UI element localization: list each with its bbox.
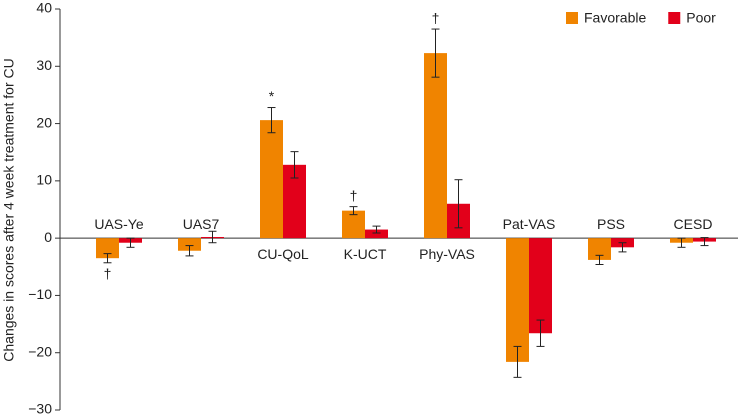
y-axis-label: Changes in scores after 4 week treatment…: [1, 58, 17, 361]
bar: [342, 210, 365, 239]
y-tick-label: 20: [36, 114, 52, 130]
bar: [424, 53, 447, 239]
bar: [260, 120, 283, 239]
x-tick-label: K-UCT: [344, 246, 387, 262]
x-tick-label: UAS7: [183, 216, 220, 232]
legend-label: Poor: [686, 10, 716, 26]
x-tick-label: UAS-Ye: [94, 216, 144, 232]
annotation: †: [432, 10, 440, 26]
x-tick-label: PSS: [597, 216, 625, 232]
y-tick-label: 40: [36, 0, 52, 16]
bar: [506, 238, 529, 362]
legend-label: Favorable: [584, 10, 646, 26]
legend-swatch: [668, 12, 681, 24]
x-tick-label: CESD: [674, 216, 713, 232]
y-tick-label: 0: [44, 229, 52, 245]
y-tick-label: −20: [28, 343, 52, 359]
bar: [283, 164, 306, 239]
bar: [365, 229, 388, 239]
annotation: †: [104, 265, 112, 281]
bar: [96, 238, 119, 259]
y-tick-label: 30: [36, 57, 52, 73]
bar: [529, 238, 552, 334]
x-tick-label: Pat-VAS: [503, 216, 556, 232]
annotation: †: [350, 187, 358, 203]
y-tick-label: −30: [28, 401, 52, 417]
legend-swatch: [566, 12, 578, 24]
bar: [588, 238, 611, 260]
x-tick-label: CU-QoL: [257, 246, 309, 262]
x-tick-label: Phy-VAS: [419, 246, 475, 262]
bar: [178, 238, 201, 251]
annotation: *: [269, 88, 275, 104]
y-tick-label: −10: [28, 286, 52, 302]
y-tick-label: 10: [36, 172, 52, 188]
